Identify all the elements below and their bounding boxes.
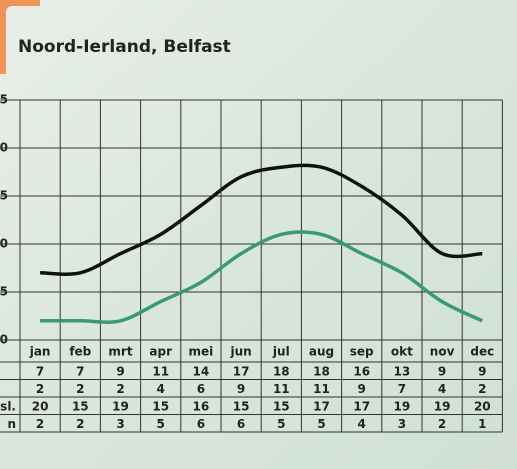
table-cell: 15	[72, 399, 89, 413]
table-cell: 7	[398, 382, 406, 396]
table-cell: 4	[438, 382, 446, 396]
x-tick-label: okt	[391, 345, 413, 359]
table-cell: 7	[76, 364, 84, 378]
table-cell: 9	[438, 364, 446, 378]
table-cell: 14	[193, 364, 210, 378]
table-cell: 5	[317, 417, 325, 431]
table-cell: 2	[36, 382, 44, 396]
x-tick-label: feb	[69, 345, 91, 359]
table-cell: 9	[358, 382, 366, 396]
table-cell: 1	[478, 417, 486, 431]
table-cell: 11	[313, 382, 330, 396]
x-tick-label: jun	[229, 345, 251, 359]
table-cell: 7	[36, 364, 44, 378]
x-tick-label: nov	[430, 345, 455, 359]
table-cell: 19	[434, 399, 451, 413]
table-cell: 11	[273, 382, 290, 396]
table-cell: 17	[313, 399, 330, 413]
table-cell: 6	[197, 382, 205, 396]
table-cell: 15	[273, 399, 290, 413]
table-cell: 13	[394, 364, 411, 378]
x-tick-label: sep	[350, 345, 374, 359]
table-cell: 20	[474, 399, 491, 413]
table-cell: 5	[157, 417, 165, 431]
table-cell: 17	[233, 364, 250, 378]
table-cell: 2	[76, 417, 84, 431]
x-tick-label: jan	[29, 345, 51, 359]
table-cell: 9	[478, 364, 486, 378]
table-cell: 4	[157, 382, 165, 396]
table-cell: 15	[233, 399, 250, 413]
x-tick-label: apr	[149, 345, 172, 359]
row-label: sl.	[0, 399, 16, 413]
table-cell: 5	[277, 417, 285, 431]
chart-title: Noord-Ierland, Belfast	[18, 37, 231, 57]
table-cell: 20	[32, 399, 49, 413]
table-cell: 6	[197, 417, 205, 431]
table-cell: 4	[358, 417, 366, 431]
x-tick-label: mrt	[108, 345, 132, 359]
table-cell: 3	[116, 417, 124, 431]
table-cell: 6	[237, 417, 245, 431]
x-tick-label: mei	[189, 345, 214, 359]
table-cell: 19	[394, 399, 411, 413]
table-cell: 17	[353, 399, 370, 413]
table-cell: 2	[438, 417, 446, 431]
table-cell: 2	[116, 382, 124, 396]
x-tick-label: dec	[470, 345, 494, 359]
row-label: n	[7, 417, 16, 431]
x-tick-label: jul	[272, 345, 290, 359]
table-cell: 18	[313, 364, 330, 378]
table-cell: 2	[478, 382, 486, 396]
x-tick-label: aug	[309, 345, 334, 359]
table-cell: 9	[116, 364, 124, 378]
table-cell: 15	[152, 399, 169, 413]
table-cell: 2	[36, 417, 44, 431]
table-cell: 16	[193, 399, 210, 413]
table-cell: 3	[398, 417, 406, 431]
table-cell: 9	[237, 382, 245, 396]
table-cell: 16	[353, 364, 370, 378]
chart: Noord-Ierland, Belfast 0510152025janfebm…	[0, 0, 517, 469]
table-cell: 2	[76, 382, 84, 396]
table-cell: 18	[273, 364, 290, 378]
table-cell: 11	[152, 364, 169, 378]
table-cell: 19	[112, 399, 129, 413]
